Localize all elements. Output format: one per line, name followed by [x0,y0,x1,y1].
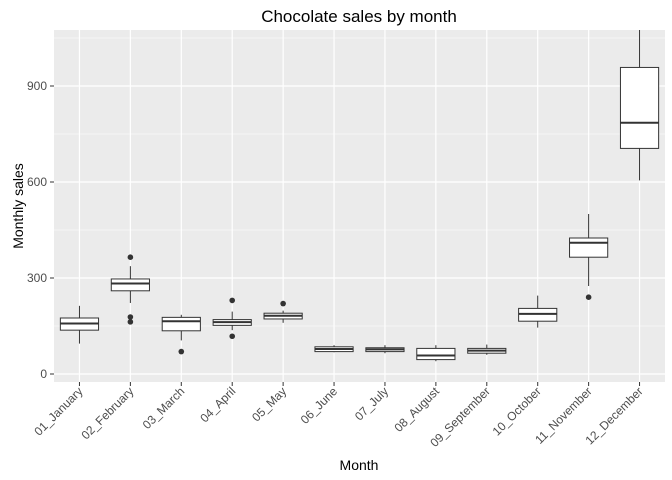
box-06_June [314,345,354,353]
y-tick-label: 600 [27,175,47,189]
box-04_April [212,297,252,340]
boxes [59,30,660,362]
x-tick-label: 03_March [140,384,188,432]
box-11_November [569,214,609,301]
panel-background [54,30,665,382]
box-08_August [416,345,456,362]
y-tick-label: 300 [27,271,47,285]
box-05_May [263,300,303,323]
box-07_July [365,345,405,354]
x-tick-label: 08_August [392,384,443,435]
outlier-point [127,314,134,320]
box-03_March [161,314,201,355]
outlier-point [585,294,592,301]
outlier-point [127,319,134,325]
y-axis: 0 300 600 900 [27,79,54,381]
box-body [416,347,456,361]
x-tick-label: 07_July [352,384,391,423]
box-01_January [59,305,100,344]
y-tick-label: 900 [27,79,47,93]
box-09_September [467,344,507,355]
major-gridlines [54,30,665,382]
box-body [619,66,660,149]
x-axis-title: Month [340,457,379,473]
y-axis-title: Monthly sales [10,163,26,249]
box-body [161,316,201,332]
box-12_December [619,30,660,181]
box-10_October [518,295,558,328]
outlier-point [127,254,134,260]
y-tick-label: 0 [40,367,47,381]
box-body [569,237,609,258]
chart-title: Chocolate sales by month [261,7,457,26]
x-tick-label: 01_January [31,384,85,438]
x-tick-label: 05_May [249,384,289,424]
x-tick-label: 06_June [298,384,341,427]
outlier-point [280,300,286,307]
x-tick-label: 10_October [490,384,544,438]
minor-gridlines [54,37,665,327]
box-body [110,278,150,292]
outlier-point [229,333,236,340]
x-tick-label: 02_February [78,384,136,442]
box-02_February [110,254,150,325]
outlier-point [229,297,236,304]
x-tick-label: 04_April [197,384,238,425]
outlier-point [178,348,185,355]
